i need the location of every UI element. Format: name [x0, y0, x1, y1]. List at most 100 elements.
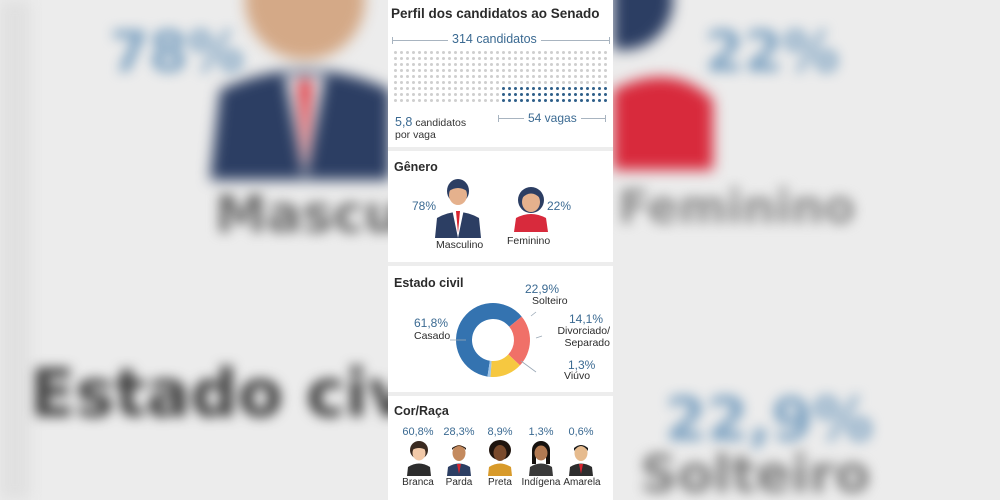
candidate-dot [484, 87, 487, 90]
seat-dot [568, 87, 571, 90]
divorciado-segment [490, 354, 520, 377]
candidate-dot [400, 69, 403, 72]
candidate-dot [412, 57, 415, 60]
candidate-dot [490, 51, 493, 54]
candidate-dot [496, 69, 499, 72]
candidate-dot [520, 51, 523, 54]
seat-dot [580, 99, 583, 102]
candidate-dot [454, 93, 457, 96]
candidate-dot [586, 75, 589, 78]
masculino-label: Masculino [436, 239, 484, 251]
seat-dot [598, 87, 601, 90]
amarela-label: Amarela [563, 477, 601, 488]
candidate-dot [568, 63, 571, 66]
preta-percent: 8,9% [487, 426, 513, 438]
candidate-dot [448, 75, 451, 78]
candidate-dot [592, 63, 595, 66]
candidate-dot [556, 81, 559, 84]
candidate-dot [568, 51, 571, 54]
candidate-dot [598, 75, 601, 78]
candidate-dot [490, 81, 493, 84]
seat-dot [514, 99, 517, 102]
candidate-dot [472, 57, 475, 60]
candidate-dot [490, 75, 493, 78]
seat-dot [532, 87, 535, 90]
candidate-dot [514, 51, 517, 54]
candidate-dot [394, 81, 397, 84]
candidate-dot [574, 81, 577, 84]
candidate-dot [604, 81, 607, 84]
preta-label: Preta [488, 477, 512, 488]
seat-dot [538, 93, 541, 96]
candidate-dot [454, 75, 457, 78]
seat-dot [604, 87, 607, 90]
candidate-dot [466, 93, 469, 96]
candidate-dot [478, 57, 481, 60]
candidate-dot [400, 81, 403, 84]
branca-percent: 60,8% [402, 426, 434, 438]
race-section-title: Cor/Raça [394, 404, 449, 418]
candidate-dot [418, 63, 421, 66]
candidate-dot [406, 93, 409, 96]
candidate-dot [454, 69, 457, 72]
candidate-dot [478, 69, 481, 72]
candidate-dot [520, 57, 523, 60]
candidate-dot [472, 93, 475, 96]
candidate-dot [550, 81, 553, 84]
candidate-dot [526, 75, 529, 78]
seat-dot [508, 93, 511, 96]
candidate-dot [586, 63, 589, 66]
candidate-dot [568, 75, 571, 78]
candidate-dot [526, 63, 529, 66]
candidate-dot [400, 63, 403, 66]
seat-dot [598, 99, 601, 102]
seat-dot [502, 99, 505, 102]
woman-icon [514, 187, 548, 232]
seat-dot [514, 87, 517, 90]
candidate-dot [394, 87, 397, 90]
candidate-dot [574, 57, 577, 60]
ratio-text-line1: candidatos [415, 117, 467, 129]
candidate-dot [496, 93, 499, 96]
candidate-dot [412, 87, 415, 90]
candidate-dot [544, 57, 547, 60]
candidate-dot [490, 57, 493, 60]
candidate-dot [592, 75, 595, 78]
candidate-dot [496, 51, 499, 54]
candidate-dot [430, 57, 433, 60]
candidates-per-seat: 5,8 candidatos por vaga [395, 116, 466, 141]
divorciado-leader-line [535, 335, 543, 339]
candidate-dot [406, 57, 409, 60]
seat-dot [550, 99, 553, 102]
bg-text-fragment: Estado civil [30, 355, 457, 432]
candidate-dot [460, 93, 463, 96]
brown-person-icon [447, 445, 471, 476]
candidate-dot [586, 51, 589, 54]
candidate-dot [436, 93, 439, 96]
white-person-icon [407, 441, 431, 476]
candidate-dot [544, 75, 547, 78]
indigena-label: Indígena [521, 477, 561, 488]
candidate-dot [562, 81, 565, 84]
candidate-dot [436, 99, 439, 102]
candidate-dot [430, 93, 433, 96]
candidate-dot [442, 75, 445, 78]
candidate-dot [478, 93, 481, 96]
candidate-dot [412, 63, 415, 66]
bg-panel-shadow [0, 0, 30, 500]
seat-dot [508, 87, 511, 90]
section-separator [388, 262, 613, 266]
candidate-dot [442, 99, 445, 102]
candidate-dot [604, 51, 607, 54]
candidate-dot [412, 93, 415, 96]
candidate-dot [412, 81, 415, 84]
candidate-dot [580, 57, 583, 60]
candidate-dot [406, 51, 409, 54]
candidate-dot [526, 57, 529, 60]
seat-dot [550, 93, 553, 96]
candidate-dot [550, 63, 553, 66]
candidate-dot [592, 51, 595, 54]
candidate-dot [586, 57, 589, 60]
seat-dot [586, 99, 589, 102]
seat-dot [562, 87, 565, 90]
